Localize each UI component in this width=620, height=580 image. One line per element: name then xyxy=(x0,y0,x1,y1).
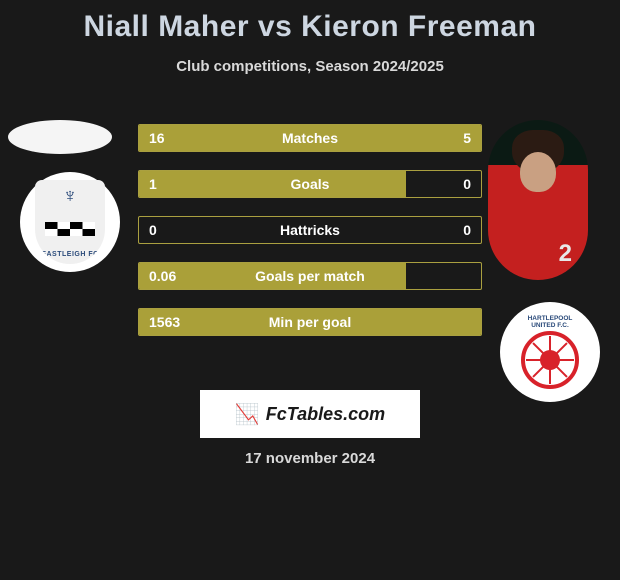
stat-label: Goals per match xyxy=(139,268,481,284)
stat-value-right: 5 xyxy=(463,130,471,146)
subtitle: Club competitions, Season 2024/2025 xyxy=(0,58,620,75)
stat-label: Min per goal xyxy=(139,314,481,330)
stat-row: 16 Matches 5 xyxy=(138,124,482,152)
club-right-name: HARTLEPOOL UNITED F.C. xyxy=(528,315,573,329)
stat-row: 0.06 Goals per match xyxy=(138,262,482,290)
stat-row: 1 Goals 0 xyxy=(138,170,482,198)
shirt-number: 2 xyxy=(559,240,572,268)
comparison-chart: 16 Matches 5 1 Goals 0 0 Hattricks 0 0.0… xyxy=(138,124,482,354)
stat-label: Goals xyxy=(139,176,481,192)
stat-row: 0 Hattricks 0 xyxy=(138,216,482,244)
player-right-avatar: 2 xyxy=(488,120,588,280)
branding-text: FcTables.com xyxy=(266,404,385,425)
ship-wheel-icon xyxy=(521,331,579,389)
stat-row: 1563 Min per goal xyxy=(138,308,482,336)
stat-label: Matches xyxy=(139,130,481,146)
player-right-club-crest: HARTLEPOOL UNITED F.C. xyxy=(500,302,600,402)
avatar-face xyxy=(520,152,556,192)
checker-pattern xyxy=(45,222,95,236)
stat-value-right: 0 xyxy=(463,176,471,192)
stat-value-right: 0 xyxy=(463,222,471,238)
harp-icon: ♆ xyxy=(63,186,78,206)
stat-label: Hattricks xyxy=(139,222,481,238)
chart-growth-icon: 📈 xyxy=(235,402,260,427)
player-left-club-crest: ♆ EASTLEIGH FC xyxy=(20,172,120,272)
player-left-avatar xyxy=(8,120,112,154)
club-left-name: EASTLEIGH FC xyxy=(41,251,98,258)
page-title: Niall Maher vs Kieron Freeman xyxy=(0,0,620,44)
snapshot-date: 17 november 2024 xyxy=(0,450,620,467)
branding-badge: 📈 FcTables.com xyxy=(200,390,420,438)
